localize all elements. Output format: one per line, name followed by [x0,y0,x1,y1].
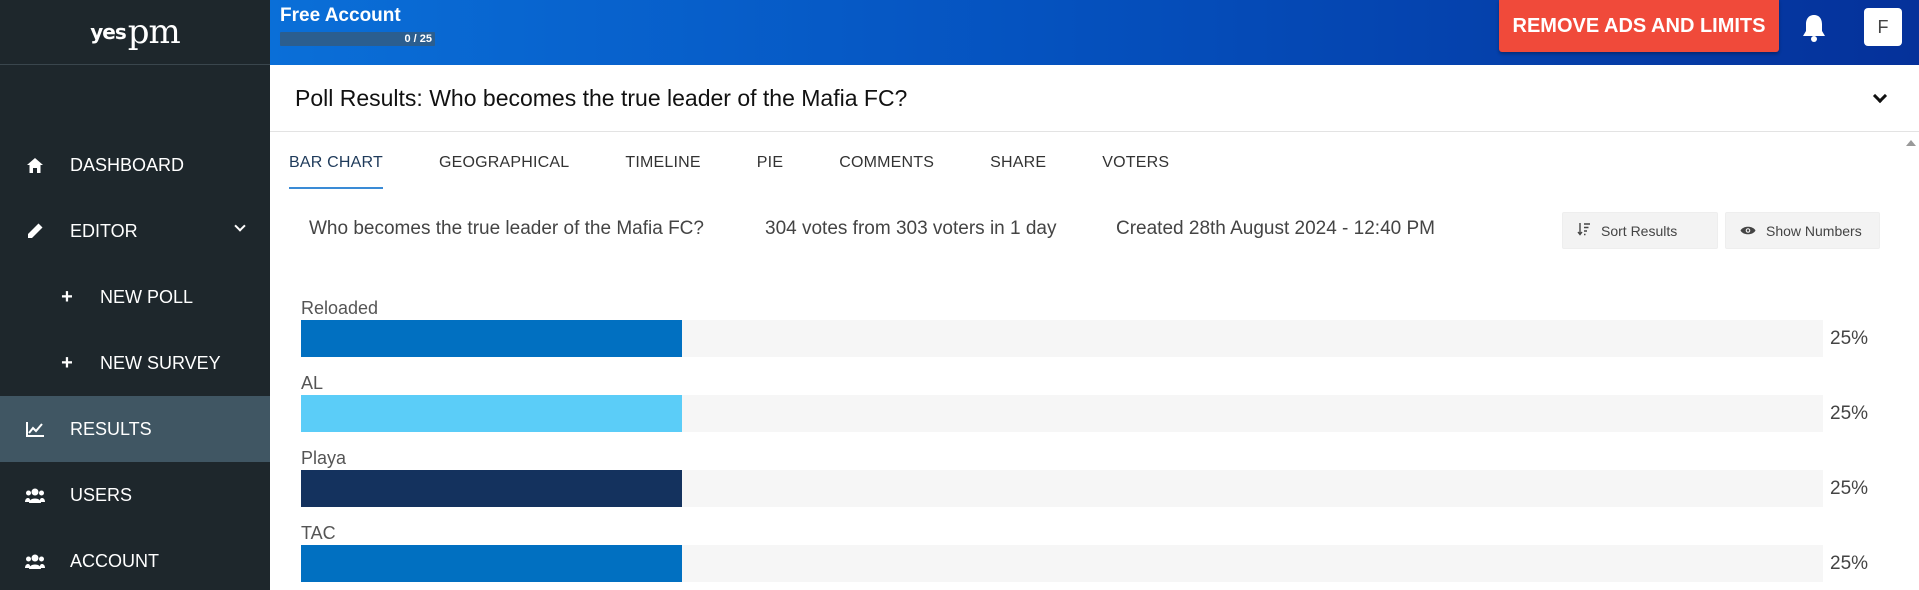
sort-results-label: Sort Results [1601,222,1678,239]
bar-label: AL [301,373,324,393]
page-title: Poll Results: Who becomes the true leade… [295,85,908,111]
bar-value-label: 25% [1830,328,1869,349]
bar-row: Playa 25% [301,447,1881,507]
vote-summary: 304 votes from 303 voters in 1 day [765,218,1057,239]
tab-pie[interactable]: PIE [756,154,784,171]
pencil-icon [24,223,46,239]
bar-fill [301,320,682,357]
sidebar-item-users[interactable]: USERS [0,462,270,528]
sidebar-item-account[interactable]: ACCOUNT [0,528,270,590]
app-logo[interactable]: yes pm [0,0,270,65]
logo-text: pm [127,12,181,52]
remove-ads-button[interactable]: REMOVE ADS AND LIMITS [1499,0,1779,52]
quota-text: 0 / 25 [404,33,432,45]
tab-timeline[interactable]: TIMELINE [625,154,701,171]
bar-track [301,470,1823,507]
chevron-down-icon[interactable] [1872,88,1888,104]
bar-track [301,545,1823,582]
sidebar-item-dashboard[interactable]: DASHBOARD [0,132,270,198]
results-tabs: BAR CHART GEOGRAPHICAL TIMELINE PIE COMM… [289,132,1225,189]
sort-icon [1577,222,1591,239]
sidebar-item-editor[interactable]: EDITOR [0,198,270,264]
bar-row: Reloaded 25% [301,297,1881,357]
home-icon [24,157,46,173]
sidebar-item-results[interactable]: RESULTS [0,396,270,462]
bar-label: TAC [301,523,336,543]
sidebar-item-label: EDITOR [70,220,138,241]
sidebar-item-label: NEW SURVEY [100,352,221,373]
bar-fill [301,395,682,432]
bar-track [301,395,1823,432]
account-title: Free Account [280,5,401,26]
sidebar-nav: DASHBOARD EDITOR + NEW POLL + NEW SURVEY… [0,132,270,590]
scroll-up-arrow-icon[interactable] [1906,140,1916,146]
users-icon [24,488,46,503]
scrollbar[interactable] [1902,132,1919,590]
tab-comments[interactable]: COMMENTS [839,154,935,171]
sort-results-button[interactable]: Sort Results [1562,212,1718,249]
bar-value-label: 25% [1830,403,1869,424]
created-date: Created 28th August 2024 - 12:40 PM [1116,218,1435,239]
bar-fill [301,470,682,507]
plus-icon: + [61,285,73,308]
show-numbers-button[interactable]: Show Numbers [1725,212,1880,249]
sidebar-item-label: USERS [70,484,133,505]
chart-line-icon [24,421,46,437]
sidebar-item-label: NEW POLL [100,286,194,307]
bar-label: Reloaded [301,298,379,318]
top-bar: Free Account 0 / 25 REMOVE ADS AND LIMIT… [270,0,1919,65]
eye-icon [1740,223,1756,239]
chevron-down-icon [234,220,246,232]
sidebar-item-label: DASHBOARD [70,154,185,175]
tab-geographical[interactable]: GEOGRAPHICAL [438,154,570,171]
sidebar-item-new-poll[interactable]: + NEW POLL [0,264,270,330]
show-numbers-label: Show Numbers [1766,222,1862,239]
bell-icon[interactable] [1798,12,1830,44]
bar-label: Playa [301,448,347,468]
plus-icon: + [61,351,73,374]
tab-bar-chart[interactable]: BAR CHART [289,132,383,189]
users-icon [24,554,46,569]
sidebar-item-label: ACCOUNT [70,550,159,571]
bar-value-label: 25% [1830,553,1869,574]
bar-row: AL 25% [301,372,1881,432]
sidebar: yes pm DASHBOARD EDITOR + NEW POLL + NEW… [0,0,270,590]
sidebar-item-new-survey[interactable]: + NEW SURVEY [0,330,270,396]
avatar[interactable]: F [1864,8,1902,46]
tab-share[interactable]: SHARE [990,154,1047,171]
poll-question: Who becomes the true leader of the Mafia… [309,218,704,239]
bar-row: TAC 25% [301,522,1881,582]
quota-progress-bar: 0 / 25 [280,32,435,46]
bar-fill [301,545,682,582]
sidebar-item-label: RESULTS [70,418,152,439]
bar-track [301,320,1823,357]
poll-header: Poll Results: Who becomes the true leade… [270,65,1919,132]
bar-value-label: 25% [1830,478,1869,499]
tab-voters[interactable]: VOTERS [1102,154,1170,171]
logo-mark: yes [90,20,127,44]
